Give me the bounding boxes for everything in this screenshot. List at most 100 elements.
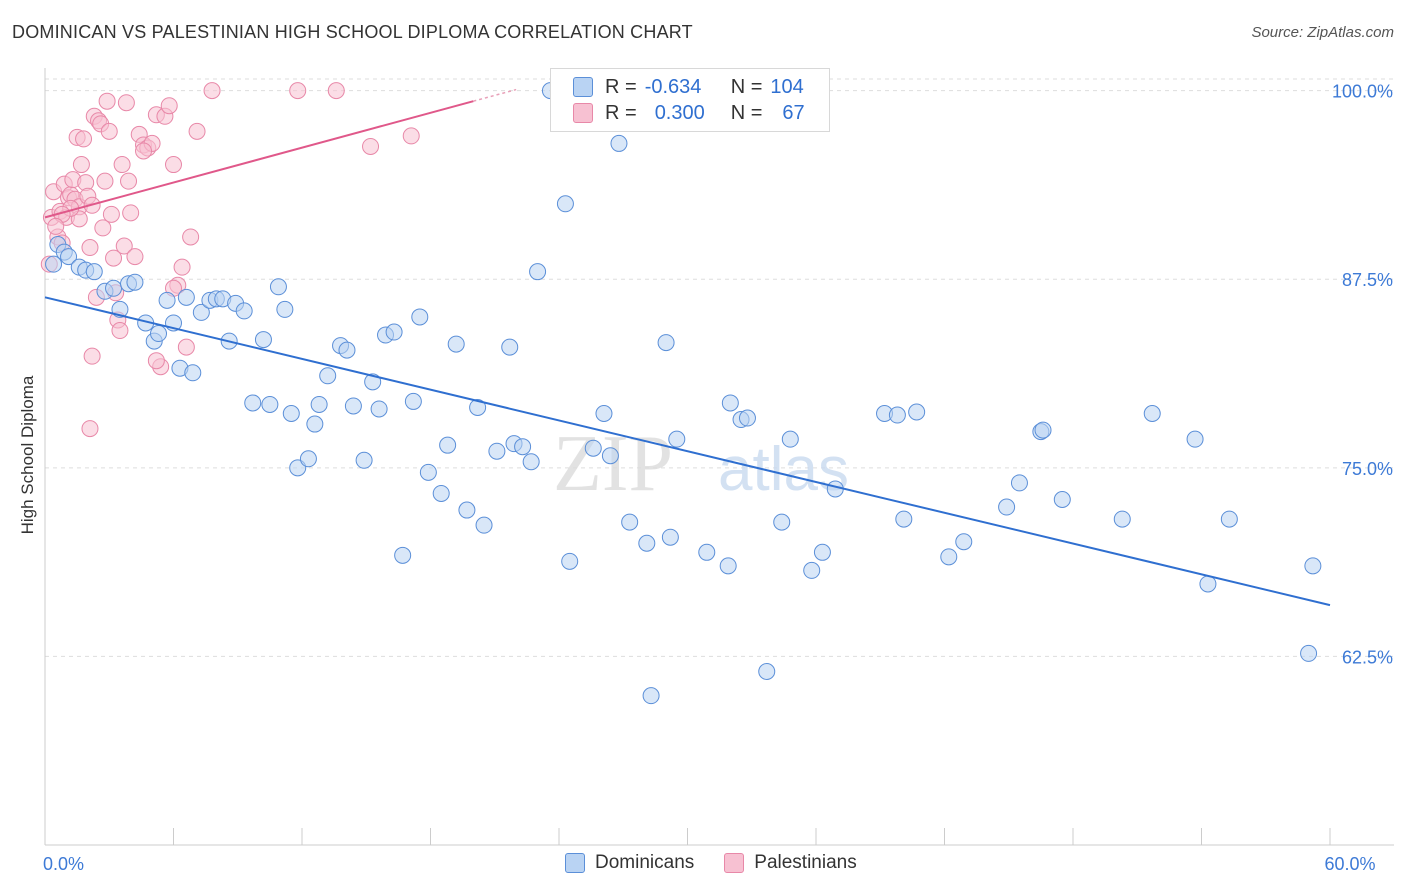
palestinian-point [120, 172, 138, 190]
palestinians-trend-line [44, 100, 474, 219]
dominican-point [908, 403, 926, 421]
palestinian-point [165, 156, 182, 174]
dominican-point [419, 463, 437, 481]
palestinian-point [402, 127, 420, 145]
dominican-point [642, 687, 660, 705]
dominican-point [282, 405, 300, 423]
dominicans-r-value: -0.634 [644, 75, 702, 98]
watermark: ZIP atlas [553, 420, 849, 508]
palestinian-point [75, 130, 93, 148]
palestinian-point [113, 156, 131, 174]
palestinian-point [105, 249, 123, 267]
dominican-point [394, 546, 412, 564]
dominican-point [657, 334, 675, 352]
dominican-point [1186, 430, 1204, 448]
dominicans-swatch [573, 77, 593, 97]
dominican-point [803, 561, 821, 579]
dominican-point [661, 528, 679, 546]
dominican-point [458, 501, 476, 519]
dominican-point [1143, 405, 1161, 423]
dominican-point [1300, 644, 1318, 662]
palestinian-point [83, 347, 101, 365]
series-legend: Dominicans Palestinians [565, 852, 887, 874]
dominican-point [344, 397, 362, 415]
dominican-point [254, 331, 272, 349]
dominican-point [411, 308, 429, 326]
x-tick-label: 0.0% [43, 854, 84, 874]
palestinians-r-value: 0.300 [654, 101, 705, 124]
watermark-zip: ZIP [553, 420, 673, 508]
dominican-point [773, 513, 791, 531]
dominicans-trend-line [44, 296, 1331, 607]
palestinian-point [96, 172, 114, 190]
dominican-point [721, 394, 739, 412]
palestinian-point [115, 237, 133, 255]
dominicans-points [45, 82, 1322, 705]
palestinian-point [177, 338, 195, 356]
palestinians-trend-extension [473, 88, 517, 102]
dominican-point [813, 543, 831, 561]
correlation-legend: R = -0.634 N = 104 R = 0.300 N = 67 [550, 68, 830, 132]
dominican-point [895, 510, 913, 528]
palestinian-point [160, 97, 178, 115]
dominican-point [1010, 474, 1028, 492]
legend-item-palestinians: Palestinians [724, 852, 857, 874]
legend-row-palestinians: R = 0.300 N = 67 [573, 101, 805, 125]
palestinian-point [98, 92, 116, 110]
dominican-point [475, 516, 493, 534]
legend-row-dominicans: R = -0.634 N = 104 [573, 75, 804, 99]
dominican-point [1304, 557, 1322, 575]
y-tick-label: 75.0% [1342, 459, 1393, 479]
palestinian-point [47, 217, 65, 235]
dominican-point [269, 278, 287, 296]
dominican-point [45, 255, 63, 273]
palestinian-point [182, 228, 200, 246]
dominican-point [244, 394, 262, 412]
tick-labels: 100.0% 87.5% 75.0% 62.5% 0.0% 60.0% [43, 82, 1393, 874]
dominican-point [940, 548, 958, 566]
dominican-point [126, 273, 144, 291]
dominican-point [319, 367, 337, 385]
dominican-point [404, 392, 422, 410]
dominican-point [150, 325, 168, 343]
dominican-point [601, 447, 619, 465]
dominican-point [1199, 575, 1217, 593]
palestinians-legend-swatch [724, 853, 745, 873]
y-tick-label: 100.0% [1332, 82, 1393, 102]
dominican-point [998, 498, 1016, 516]
palestinian-point [135, 142, 153, 160]
dominican-point [276, 300, 294, 318]
dominican-point [955, 533, 973, 551]
grid-lines [45, 78, 1394, 657]
palestinians-r-label: R = [605, 101, 637, 124]
dominicans-n-label: N = [730, 75, 763, 98]
axes [44, 68, 1394, 846]
dominican-point [355, 451, 373, 469]
dominican-point [261, 395, 279, 413]
dominicans-legend-label: Dominicans [595, 852, 695, 873]
dominican-point [888, 406, 906, 424]
dominican-point [338, 341, 356, 359]
dominicans-r-label: R = [605, 75, 637, 98]
dominican-point [738, 409, 756, 427]
dominican-point [1053, 490, 1071, 508]
dominican-point [177, 288, 195, 306]
palestinian-point [122, 204, 140, 222]
palestinian-point [188, 122, 206, 140]
dominican-point [698, 543, 716, 561]
dominican-point [447, 335, 465, 353]
dominican-point [488, 442, 506, 460]
palestinian-point [327, 82, 345, 100]
dominican-point [385, 323, 403, 341]
dominicans-legend-swatch [565, 853, 585, 873]
dominican-point [758, 662, 776, 680]
dominican-point [306, 415, 324, 433]
x-tick-label: 60.0% [1324, 854, 1375, 874]
dominican-point [1113, 510, 1131, 528]
palestinian-point [102, 205, 120, 223]
dominican-point [621, 513, 639, 531]
dominican-point [432, 484, 450, 502]
y-tick-label: 62.5% [1342, 647, 1393, 667]
palestinians-points [40, 82, 420, 438]
